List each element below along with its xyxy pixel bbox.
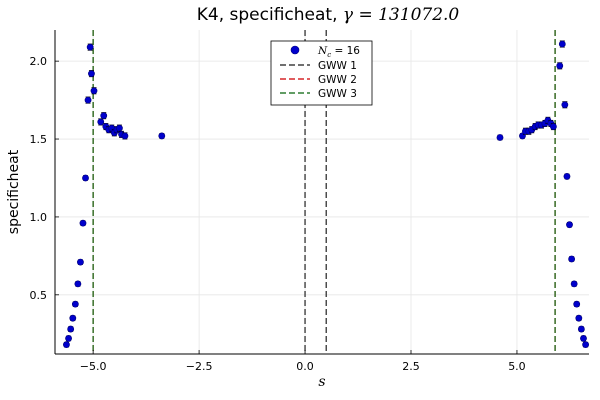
- data-point: [568, 255, 576, 263]
- data-point: [575, 314, 583, 322]
- legend-nc16-value: = 16: [331, 45, 360, 57]
- data-point: [77, 258, 84, 266]
- data-point: [67, 325, 75, 333]
- data-point: [88, 70, 95, 78]
- data-point: [116, 124, 123, 132]
- legend-label-gww1: GWW 1: [318, 60, 357, 72]
- data-point: [496, 134, 504, 141]
- data-point: [158, 132, 166, 140]
- data-point: [550, 123, 557, 130]
- data-point: [79, 219, 87, 227]
- data-point: [71, 300, 79, 308]
- data-point: [570, 280, 578, 288]
- y-tick-label: 2.0: [30, 55, 48, 68]
- y-axis-label: specificheat: [6, 149, 22, 234]
- x-tick-label: 2.5: [402, 360, 420, 373]
- data-point: [90, 87, 98, 95]
- data-point: [558, 40, 566, 48]
- tick-labels: −5.0 −2.5 0.0 2.5 5.0 0.5 1.0 1.5 2.0: [30, 55, 526, 373]
- legend-nc16-symbol: N: [317, 45, 328, 57]
- x-tick-label: −2.5: [186, 360, 213, 373]
- chart-title-text: K4, specificheat,: [197, 5, 343, 25]
- data-point: [566, 221, 573, 229]
- legend-label-nc16: Nc = 16: [317, 45, 360, 59]
- data-point: [556, 62, 564, 70]
- data-point: [63, 341, 70, 349]
- data-point: [563, 173, 571, 180]
- x-axis-label: s: [318, 374, 325, 390]
- chart-title-math: γ = 131072.0: [343, 5, 460, 25]
- data-point: [100, 112, 108, 120]
- legend-box: [270, 40, 373, 106]
- data-point: [573, 300, 581, 308]
- data-point: [69, 314, 77, 322]
- data-point: [577, 325, 585, 333]
- x-tick-label: 5.0: [508, 360, 526, 373]
- data-point: [84, 96, 92, 104]
- chart-title: K4, specificheat, γ = 131072.0: [197, 5, 460, 25]
- x-tick-label: −5.0: [80, 360, 107, 373]
- data-point: [582, 341, 590, 349]
- data-point: [86, 43, 94, 51]
- x-tick-label: 0.0: [296, 360, 314, 373]
- data-point: [74, 280, 82, 288]
- data-point: [561, 101, 569, 109]
- data-point: [65, 335, 72, 342]
- y-tick-label: 1.5: [30, 133, 48, 146]
- y-tick-label: 0.5: [30, 289, 48, 302]
- data-point: [97, 118, 105, 126]
- legend-marker-nc16: [290, 45, 300, 55]
- legend-nc16-subscript: c: [327, 51, 331, 59]
- data-point: [580, 335, 587, 342]
- data-points: [63, 40, 590, 349]
- legend-label-gww3: GWW 3: [318, 88, 357, 100]
- data-point: [121, 132, 129, 140]
- y-tick-label: 1.0: [30, 211, 48, 224]
- legend-label-gww2: GWW 2: [318, 74, 357, 86]
- data-point: [82, 174, 89, 182]
- legend: Nc = 16 GWW 1 GWW 2 GWW 3: [270, 40, 373, 106]
